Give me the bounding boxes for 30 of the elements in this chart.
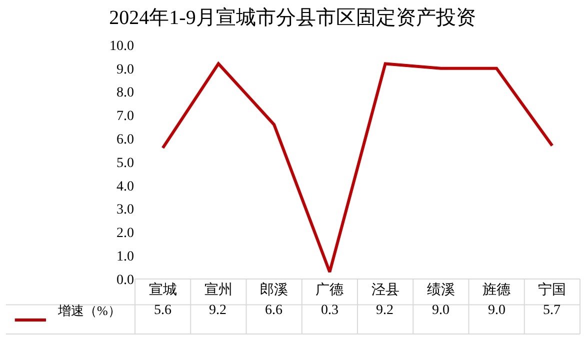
x-tick-label: 宁国	[538, 282, 566, 298]
data-label: 5.7	[543, 303, 560, 318]
line-series	[161, 62, 554, 274]
y-tick-label: 4.0	[116, 179, 134, 194]
y-tick-label: 8.0	[116, 86, 134, 101]
x-tick-label: 广德	[316, 282, 344, 298]
data-label: 9.2	[376, 303, 394, 318]
data-label: 0.3	[321, 303, 338, 318]
x-tick-label: 宣城	[148, 282, 177, 298]
data-label: 6.6	[265, 303, 282, 318]
y-tick-label: 2.0	[116, 226, 134, 242]
x-tick-label: 绩溪	[426, 282, 455, 298]
y-tick-label: 10.0	[110, 38, 134, 54]
chart-title: 2024年1-9月宣城市分县市区固定资产投资	[109, 7, 476, 30]
x-tick-label: 旌德	[482, 282, 511, 298]
text: 增速（%）	[57, 303, 121, 318]
y-tick-label: 5.0	[116, 156, 134, 171]
y-tick-label: 6.0	[116, 132, 134, 148]
x-tick-label: 宣州	[204, 282, 232, 298]
data-label: 9.0	[488, 303, 506, 318]
data-label: 9.0	[432, 303, 450, 318]
y-tick-label: 0.0	[116, 272, 134, 288]
data-label: 9.2	[209, 303, 226, 318]
y-tick-label: 3.0	[116, 202, 134, 218]
y-tick-label: 1.0	[116, 250, 134, 264]
x-tick-label: 郎溪	[260, 282, 288, 298]
y-tick-label: 9.0	[116, 62, 134, 78]
data-label: 5.6	[154, 303, 172, 318]
x-tick-label: 泾县	[371, 282, 400, 298]
y-tick-label: 7.0	[116, 109, 134, 124]
